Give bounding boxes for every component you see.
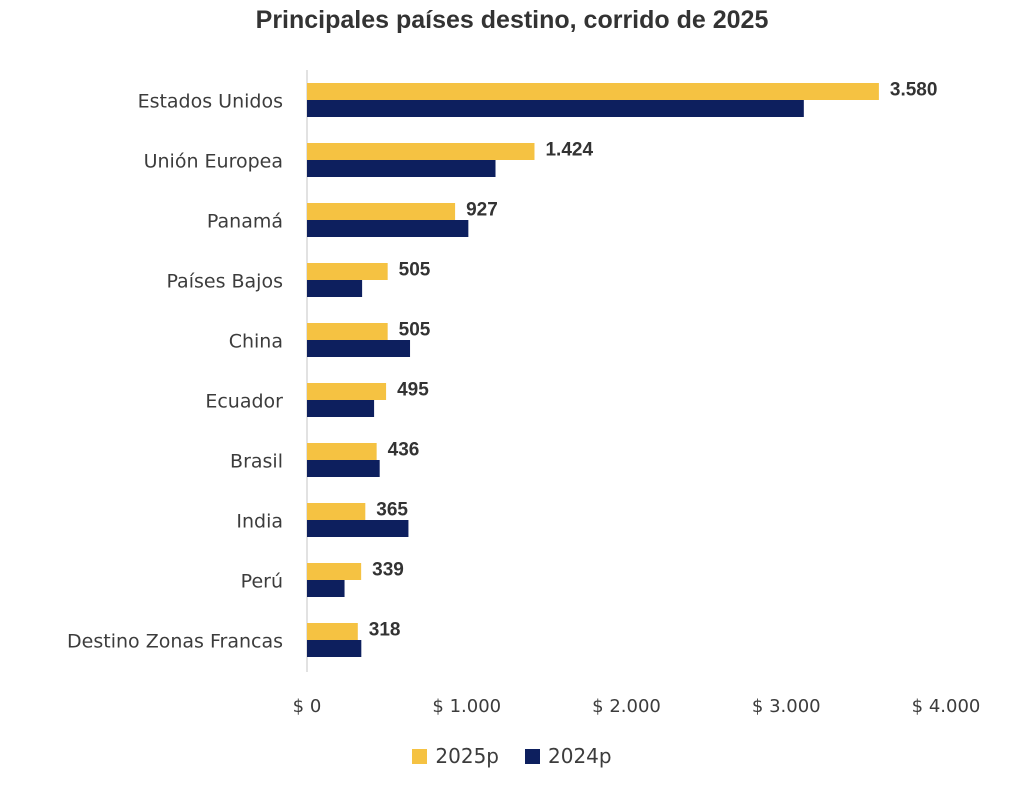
category-label-ecuador: Ecuador (205, 391, 283, 413)
category-label-destino-zonas-francas: Destino Zonas Francas (67, 631, 283, 653)
data-label-2025p-ecuador: 495 (397, 380, 429, 401)
bar-2024p-destino-zonas-francas (307, 640, 362, 657)
data-label-2025p-estados-unidos: 3.580 (890, 80, 938, 101)
legend: 2025p 2024p (0, 744, 1024, 768)
x-tick-label: $ 4.000 (912, 696, 981, 717)
data-label-2025p-india: 365 (376, 500, 408, 521)
x-tick-label: $ 0 (293, 696, 322, 717)
data-label-2025p-destino-zonas-francas: 318 (369, 620, 401, 641)
category-label-china: China (229, 331, 283, 353)
category-label-union-europea: Unión Europea (144, 151, 283, 173)
category-label-panama: Panamá (207, 211, 283, 233)
bar-2024p-peru (307, 580, 345, 597)
legend-label-2025p: 2025p (435, 744, 499, 768)
bar-2025p-ecuador (307, 383, 387, 400)
chart-title: Principales países destino, corrido de 2… (255, 6, 769, 34)
x-tick-label: $ 1.000 (432, 696, 501, 717)
x-tick-label: $ 3.000 (752, 696, 821, 717)
bar-2024p-union-europea (307, 160, 496, 177)
bar-2025p-india (307, 503, 366, 520)
data-label-2025p-paises-bajos: 505 (399, 260, 431, 281)
bar-2024p-ecuador (307, 400, 375, 417)
legend-item-2025p: 2025p (412, 744, 499, 768)
bar-2025p-peru (307, 563, 362, 580)
x-tick-label: $ 2.000 (592, 696, 661, 717)
category-label-estados-unidos: Estados Unidos (138, 91, 283, 113)
bar-2025p-china (307, 323, 388, 340)
bar-2025p-panama (307, 203, 456, 220)
bar-2024p-china (307, 340, 411, 357)
category-label-paises-bajos: Países Bajos (166, 271, 283, 293)
bar-2024p-india (307, 520, 409, 537)
data-label-2025p-brasil: 436 (388, 440, 420, 461)
bar-2025p-destino-zonas-francas (307, 623, 358, 640)
data-label-2025p-china: 505 (399, 320, 431, 341)
bar-2024p-brasil (307, 460, 380, 477)
legend-swatch-2025p (412, 748, 428, 764)
legend-swatch-2024p (525, 748, 540, 764)
legend-item-2024p: 2024p (525, 744, 612, 768)
data-label-2025p-peru: 339 (372, 560, 404, 581)
bar-2024p-estados-unidos (307, 100, 804, 117)
bar-2025p-union-europea (307, 143, 535, 160)
category-label-brasil: Brasil (230, 451, 283, 473)
category-label-peru: Perú (241, 571, 283, 593)
bar-2025p-brasil (307, 443, 377, 460)
bar-2024p-panama (307, 220, 469, 237)
legend-label-2024p: 2024p (548, 744, 612, 768)
category-label-india: India (236, 511, 283, 533)
bar-2025p-estados-unidos (307, 83, 879, 100)
bar-2024p-paises-bajos (307, 280, 363, 297)
data-label-2025p-panama: 927 (466, 200, 498, 221)
data-label-2025p-union-europea: 1.424 (545, 140, 593, 161)
bar-2025p-paises-bajos (307, 263, 388, 280)
